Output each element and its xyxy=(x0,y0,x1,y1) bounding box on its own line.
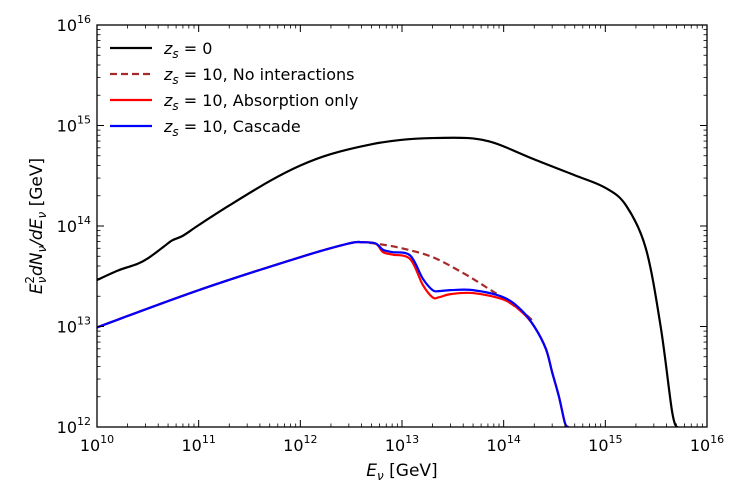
legend-label: zs = 0 xyxy=(163,39,212,61)
legend-label-sub: s xyxy=(172,99,178,113)
y-tick-label: 1013 xyxy=(57,315,91,337)
y-tick-label-base: 10 xyxy=(57,418,77,437)
x-tick-label-base: 10 xyxy=(588,436,608,455)
x-tick-label-exp: 15 xyxy=(609,433,623,446)
y-tick-label-exp: 13 xyxy=(77,315,91,328)
y-tick-label-base: 10 xyxy=(57,217,77,236)
y-tick-label-base: 10 xyxy=(57,16,77,35)
legend-label-rest: = 10, No interactions xyxy=(179,65,355,84)
legend-label: zs = 10, Cascade xyxy=(163,117,301,139)
x-tick-label-base: 10 xyxy=(80,436,100,455)
y-tick-label: 1016 xyxy=(57,13,91,35)
y-axis-label-sub: ν xyxy=(35,276,49,283)
x-axis-label: Eν [GeV] xyxy=(366,461,437,483)
y-tick-label-exp: 15 xyxy=(77,114,91,127)
y-axis-label-unit: [GeV] xyxy=(27,158,47,212)
x-tick-label: 1010 xyxy=(80,433,114,455)
legend-label-rest: = 10, Cascade xyxy=(179,117,301,136)
series-layer xyxy=(97,136,680,427)
y-tick-label: 1012 xyxy=(57,415,91,437)
y-tick-label-exp: 16 xyxy=(77,13,91,26)
x-tick-label-base: 10 xyxy=(283,436,303,455)
x-tick-label-base: 10 xyxy=(181,436,201,455)
x-tick-label-base: 10 xyxy=(385,436,405,455)
series-line-zs0 xyxy=(97,136,680,427)
y-axis-label-sub2: ν xyxy=(35,246,49,253)
legend-label: zs = 10, Absorption only xyxy=(163,91,358,113)
x-tick-label: 1013 xyxy=(385,433,419,455)
plot-frame xyxy=(96,24,708,428)
x-tick-label-base: 10 xyxy=(486,436,506,455)
x-tick-label-exp: 14 xyxy=(507,433,521,446)
x-tick-label: 1012 xyxy=(283,433,317,455)
y-axis-label-dn: dN xyxy=(27,252,47,276)
x-tick-label-exp: 12 xyxy=(304,433,318,446)
x-tick-label: 1014 xyxy=(486,433,520,455)
y-tick-label-exp: 14 xyxy=(77,214,91,227)
x-tick-label-base: 10 xyxy=(690,436,710,455)
legend-label-main: z xyxy=(163,117,173,136)
ticks-layer: 1010 1011 1012 1013 1014 1015 1016101210131014… xyxy=(57,13,725,455)
x-tick-label-exp: 11 xyxy=(202,433,216,446)
legend-label-sub: s xyxy=(172,125,178,139)
x-tick-label-exp: 10 xyxy=(100,433,114,446)
y-tick-label-exp: 12 xyxy=(77,415,91,428)
legend-label-sub: s xyxy=(172,73,178,87)
legend-label-rest: = 10, Absorption only xyxy=(179,91,359,110)
x-axis-label-unit: [GeV] xyxy=(384,461,438,481)
y-axis-label: Eν2dNν/dEν [GeV] xyxy=(23,158,49,294)
legend-label-main: z xyxy=(163,91,173,110)
x-tick-label: 1016 xyxy=(690,433,724,455)
y-axis-label-e: E xyxy=(27,283,47,294)
x-tick-label-exp: 13 xyxy=(405,433,419,446)
y-tick-label-base: 10 xyxy=(57,117,77,136)
x-tick-label-exp: 16 xyxy=(710,433,724,446)
series-line-cascade xyxy=(97,240,569,427)
legend-label-sub: s xyxy=(172,47,178,61)
x-axis-label-sub: ν xyxy=(377,469,384,483)
y-tick-label-base: 10 xyxy=(57,318,77,337)
x-tick-label: 1011 xyxy=(181,433,215,455)
legend-label: zs = 10, No interactions xyxy=(163,65,355,87)
y-tick-label: 1014 xyxy=(57,214,91,236)
x-axis-label-symbol: E xyxy=(366,461,377,481)
legend-label-main: z xyxy=(163,39,173,58)
y-axis-label-sup: 2 xyxy=(23,276,37,284)
y-axis-label-sub3: ν xyxy=(35,212,49,219)
y-axis-label-de: /dE xyxy=(27,218,47,248)
y-tick-label: 1015 xyxy=(57,114,91,136)
legend-label-main: z xyxy=(163,65,173,84)
x-tick-label: 1015 xyxy=(588,433,622,455)
legend-label-rest: = 0 xyxy=(179,39,213,58)
